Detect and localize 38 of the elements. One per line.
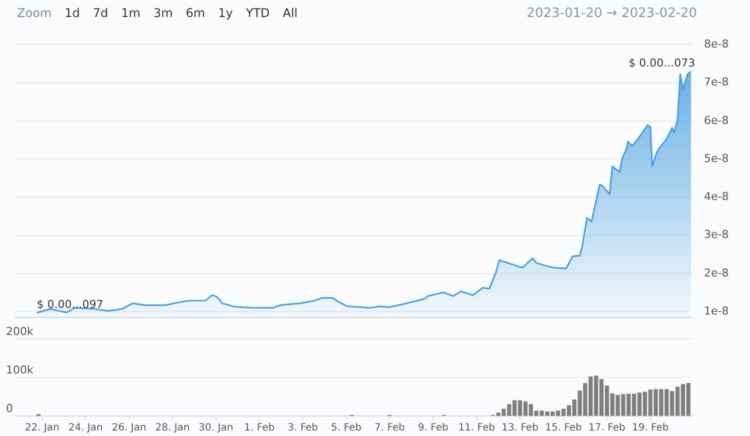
x-tick-label: 3. Feb [288,422,318,434]
y-tick-label: 200k [6,324,34,338]
y-tick-label: 1e-8 [704,304,729,318]
x-tick-label: 26. Jan [112,422,146,434]
annotation: $ 0.00...073 [628,56,696,70]
text: All [282,5,299,22]
text: 6m [184,5,206,22]
y-tick-label: 2e-8 [704,266,729,280]
x-tick-label: 24. Jan [68,422,103,434]
y-tick-label: 6e-8 [704,114,729,127]
y-tick-label: 100k [6,363,34,376]
x-tick-label: 30. Jan [198,422,234,434]
text: 2023-01-20 → 2023-02-20 [526,4,698,22]
x-tick-label: 22. Jan [24,422,60,434]
text: 1y [217,5,234,22]
x-tick-label: 19. Feb [632,422,669,434]
text: Zoom [16,5,53,22]
x-tick-label: 17. Feb [588,422,626,434]
text: 1d [64,5,81,22]
y-tick-label: 8e-8 [704,37,729,50]
text: 7d [92,5,110,22]
text: YTD [244,5,271,22]
annotation: $ 0.00...097 [36,298,104,312]
y-tick-label: 3e-8 [704,228,729,242]
x-tick-label: 9. Feb [418,422,448,434]
x-tick-label: 7. Feb [374,422,405,434]
y-tick-label: 7e-8 [704,76,729,89]
text: 3m [152,5,174,22]
y-tick-label: 4e-8 [704,190,729,204]
y-tick-label: 5e-8 [704,152,729,165]
x-tick-label: 15. Feb [545,422,582,434]
y-tick-label: 0 [6,402,13,415]
x-tick-label: 28. Jan [155,422,190,434]
text: 1m [120,5,142,22]
x-tick-label: 11. Feb [458,422,495,434]
x-tick-label: 5. Feb [331,422,362,434]
x-tick-label: 1. Feb [244,422,275,434]
x-tick-label: 13. Feb [502,422,538,434]
